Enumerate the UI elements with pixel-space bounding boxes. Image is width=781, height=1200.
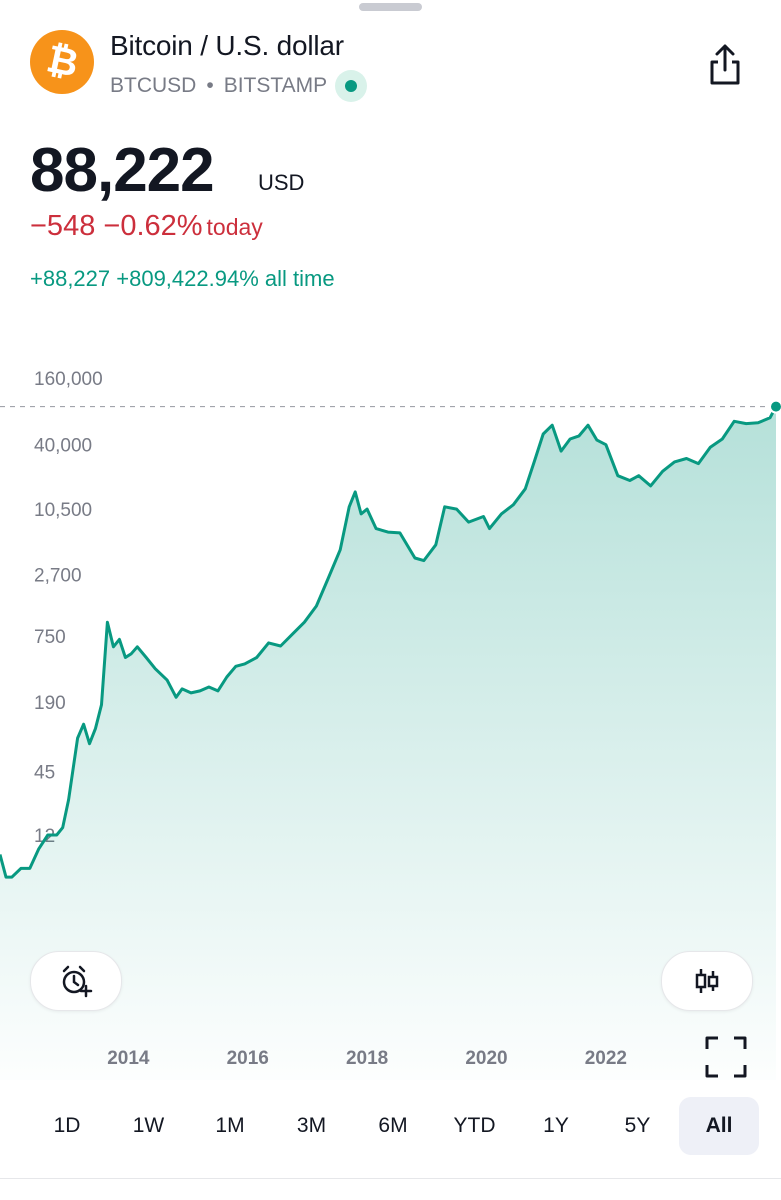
x-tick-label: 2018: [346, 1048, 388, 1069]
exchange: BITSTAMP: [223, 74, 328, 97]
y-tick-label: 750: [34, 627, 66, 648]
price-line: [0, 405, 778, 879]
x-tick-label: 2020: [465, 1048, 507, 1069]
last-price-dot: [769, 399, 781, 414]
y-tick-label: 2,700: [34, 565, 82, 586]
daily-change: −548 −0.62% today: [30, 210, 263, 243]
market-open-indicator: [335, 70, 368, 102]
time-range-selector: 1D 1W 1M 3M 6M YTD 1Y 5Y All: [0, 1097, 781, 1157]
y-tick-label: 160,000: [34, 369, 103, 390]
y-tick-label: 10,500: [34, 500, 92, 521]
symbol: BTCUSD: [110, 74, 197, 97]
alarm-plus-icon: [62, 965, 93, 998]
daily-change-value: −548 −0.62%: [30, 210, 203, 242]
range-all-button[interactable]: All: [679, 1097, 759, 1155]
range-1d-button[interactable]: 1D: [53, 1114, 81, 1137]
divider: [0, 1178, 781, 1179]
instrument-subtitle: BTCUSD • BITSTAMP: [110, 70, 368, 102]
chart-type-button[interactable]: [661, 951, 753, 1011]
fullscreen-icon[interactable]: [704, 1035, 748, 1079]
x-tick-label: 2022: [585, 1048, 627, 1069]
range-5y-button[interactable]: 5Y: [624, 1114, 651, 1137]
y-tick-label: 190: [34, 693, 66, 714]
range-1w-button[interactable]: 1W: [132, 1114, 165, 1137]
drag-handle[interactable]: [359, 3, 422, 11]
separator: •: [206, 74, 214, 97]
range-1y-button[interactable]: 1Y: [543, 1114, 569, 1137]
range-1m-button[interactable]: 1M: [215, 1114, 245, 1137]
daily-change-label: today: [206, 214, 263, 240]
x-tick-label: 2014: [107, 1048, 150, 1069]
all-time-change: +88,227 +809,422.94% all time: [30, 266, 335, 291]
x-tick-label: 2016: [227, 1048, 269, 1069]
y-tick-label: 40,000: [34, 436, 92, 457]
range-3m-button[interactable]: 3M: [296, 1114, 327, 1137]
currency: USD: [258, 170, 305, 195]
range-ytd-button[interactable]: YTD: [453, 1114, 496, 1137]
last-price: 88,222: [30, 136, 215, 205]
instrument-name: Bitcoin / U.S. dollar: [110, 30, 344, 61]
range-6m-button[interactable]: 6M: [378, 1114, 408, 1137]
add-alert-button[interactable]: [30, 951, 122, 1011]
candles-icon: [695, 969, 719, 993]
y-tick-label: 45: [34, 762, 55, 783]
bitcoin-logo: ₿: [30, 30, 94, 94]
price-area: [0, 406, 776, 1080]
share-icon[interactable]: [700, 40, 750, 90]
bitcoin-icon: ₿: [42, 38, 82, 86]
